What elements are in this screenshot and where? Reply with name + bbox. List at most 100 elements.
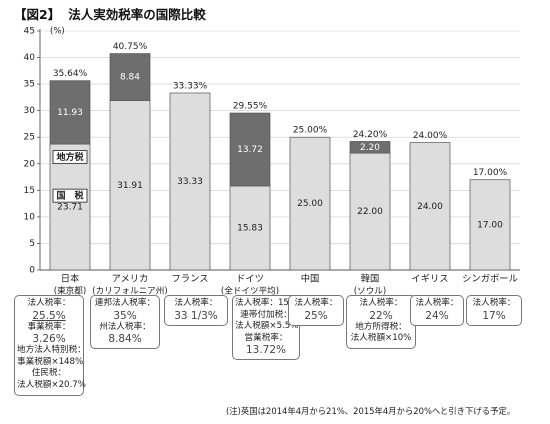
y-tick-label: 45: [24, 27, 35, 37]
note-korea: 法人税率： 22% 地方所得税： 法人税額×10%: [346, 295, 416, 349]
annotation-box: [52, 150, 88, 164]
y-tick-label: 40: [24, 53, 36, 63]
y-tick-label: 30: [24, 106, 36, 116]
bar-segment-local: [49, 80, 91, 145]
bar-total-label: 24.20%: [353, 130, 388, 140]
y-tick-label: 0: [29, 266, 35, 276]
bar-segment-local: [229, 112, 271, 187]
note-germany-line: 連帯付加税：: [240, 309, 292, 320]
x-category-label: イギリス: [411, 274, 448, 285]
note-uk: 法人税率： 24%: [410, 295, 464, 326]
y-tick-label: 10: [24, 212, 36, 222]
segment-value-label: 24.00: [417, 202, 443, 212]
note-japan-line: 法人税率：: [27, 298, 71, 308]
x-category-label: 韓国: [361, 274, 380, 285]
chart-title: 【図2】 法人実効税率の国際比較: [14, 4, 206, 23]
note-korea-line: 22%: [369, 309, 393, 322]
national-tax-annotation: 国 税: [56, 190, 83, 202]
note-japan-line: 地方法人特別税：: [17, 345, 86, 356]
note-france: 法人税率： 33 1/3%: [164, 295, 228, 326]
note-germany-line: 法人税率：15%: [235, 298, 298, 308]
y-tick-label: 25: [24, 133, 35, 143]
bar-total-label: 17.00%: [473, 168, 508, 178]
note-france-line: 法人税率：: [174, 298, 218, 308]
x-category-label: 中国: [301, 273, 320, 285]
bar-segment-national: [109, 100, 151, 271]
bar-segment-national: [49, 143, 91, 271]
note-japan-line: 法人税額×20.7%: [17, 379, 86, 390]
note-germany-line: 13.72%: [245, 344, 287, 357]
figure-number: 【図2】: [14, 7, 61, 22]
y-tick-label: 5: [29, 239, 35, 249]
segment-value-label: 25.00: [297, 199, 323, 209]
annotation-box: [52, 188, 88, 203]
note-china-line: 法人税率：: [294, 298, 338, 308]
note-uk-line: 法人税率：: [415, 298, 459, 308]
segment-value-label: 13.72: [237, 145, 263, 155]
bar-segment-national: [229, 185, 271, 271]
bar-total-label: 33.33%: [173, 81, 208, 91]
note-usa-line: 連邦法人税率：: [94, 298, 156, 308]
bar-segment-local: [109, 53, 151, 101]
bar-total-label: 35.64%: [53, 69, 88, 79]
x-category-label: アメリカ: [112, 274, 149, 285]
segment-value-label: 22.00: [357, 207, 383, 217]
bar-segment-local: [349, 141, 391, 154]
x-category-label: 日本: [61, 273, 80, 285]
note-japan-line: 住民税：: [31, 368, 67, 379]
tax-breakdown-notes: 法人税率： 25.5% 事業税率： 3.26% 地方法人特別税： 事業税額×14…: [14, 295, 534, 396]
bar-total-label: 40.75%: [113, 42, 148, 52]
note-singapore-line: 法人税率：: [472, 298, 516, 308]
note-japan-line: 事業税率：: [27, 321, 71, 332]
segment-value-label: 31.91: [117, 181, 143, 191]
segment-value-label: 33.33: [177, 177, 203, 187]
note-korea-line: 地方所得税：: [355, 321, 407, 332]
x-category-label: ドイツ: [236, 274, 264, 285]
note-usa: 連邦法人税率： 35% 州法人税率： 8.84%: [90, 295, 160, 350]
y-tick-label: 20: [24, 159, 36, 169]
local-tax-annotation: 地方税: [56, 151, 83, 163]
segment-value-label: 11.93: [57, 108, 83, 118]
bar-segment-national: [349, 152, 391, 271]
x-category-label: シンガポール: [462, 274, 518, 285]
note-uk-line: 24%: [425, 309, 449, 322]
stacked-bar-chart: 0 5 10 15 20 25 30 35 40 45 (%) 23.71 11.93 35.64% 日本 (…: [24, 27, 520, 297]
bar-segment-national: [289, 136, 331, 271]
figure-title: 法人実効税率の国際比較: [68, 7, 206, 22]
bar-total-label: 24.00%: [413, 131, 448, 141]
note-singapore: 法人税率： 17%: [466, 295, 522, 326]
footnote: (注)英国は2014年4月から21%、2015年4月から20%へと引き下げる予定…: [226, 406, 516, 416]
note-singapore-line: 17%: [482, 309, 506, 322]
note-japan: 法人税率： 25.5% 事業税率： 3.26% 地方法人特別税： 事業税額×14…: [14, 295, 86, 396]
bar-segment-national: [169, 92, 211, 271]
note-japan-line: 事業税額×148%: [17, 356, 84, 367]
x-category-sublabel: (カリフォルニア州): [92, 286, 167, 297]
bar-total-label: 29.55%: [233, 102, 268, 112]
x-category-sublabel: (ソウル): [354, 286, 387, 297]
note-korea-line: 法人税率：: [359, 298, 403, 308]
note-japan-line: 3.26%: [32, 333, 66, 346]
y-tick-label: 35: [24, 80, 35, 90]
note-japan-line: 25.5%: [32, 309, 66, 322]
note-usa-line: 35%: [113, 309, 137, 322]
note-france-line: 33 1/3%: [174, 309, 218, 322]
segment-value-label: 8.84: [120, 73, 140, 83]
bar-segment-national: [469, 179, 511, 271]
note-usa-line: 8.84%: [108, 333, 142, 346]
segment-value-label: 2.20: [360, 143, 380, 153]
note-korea-line: 法人税額×10%: [350, 333, 412, 344]
y-unit-label: (%): [50, 27, 65, 37]
x-category-sublabel: (全ドイツ平均): [221, 285, 279, 297]
segment-value-label: 17.00: [477, 220, 503, 230]
bar-total-label: 25.00%: [293, 126, 328, 136]
note-germany-line: 営業税率：: [244, 332, 288, 343]
note-china-line: 25%: [304, 309, 328, 322]
segment-value-label: 15.83: [237, 223, 263, 233]
bar-segment-national: [409, 142, 451, 271]
x-category-label: フランス: [171, 274, 208, 285]
note-usa-line: 州法人税率：: [99, 321, 151, 332]
note-germany-line: 法人税額×5.5%: [235, 321, 299, 332]
y-tick-label: 15: [24, 186, 35, 196]
note-china: 法人税率： 25%: [288, 295, 344, 326]
segment-value-label: 23.71: [57, 203, 83, 213]
